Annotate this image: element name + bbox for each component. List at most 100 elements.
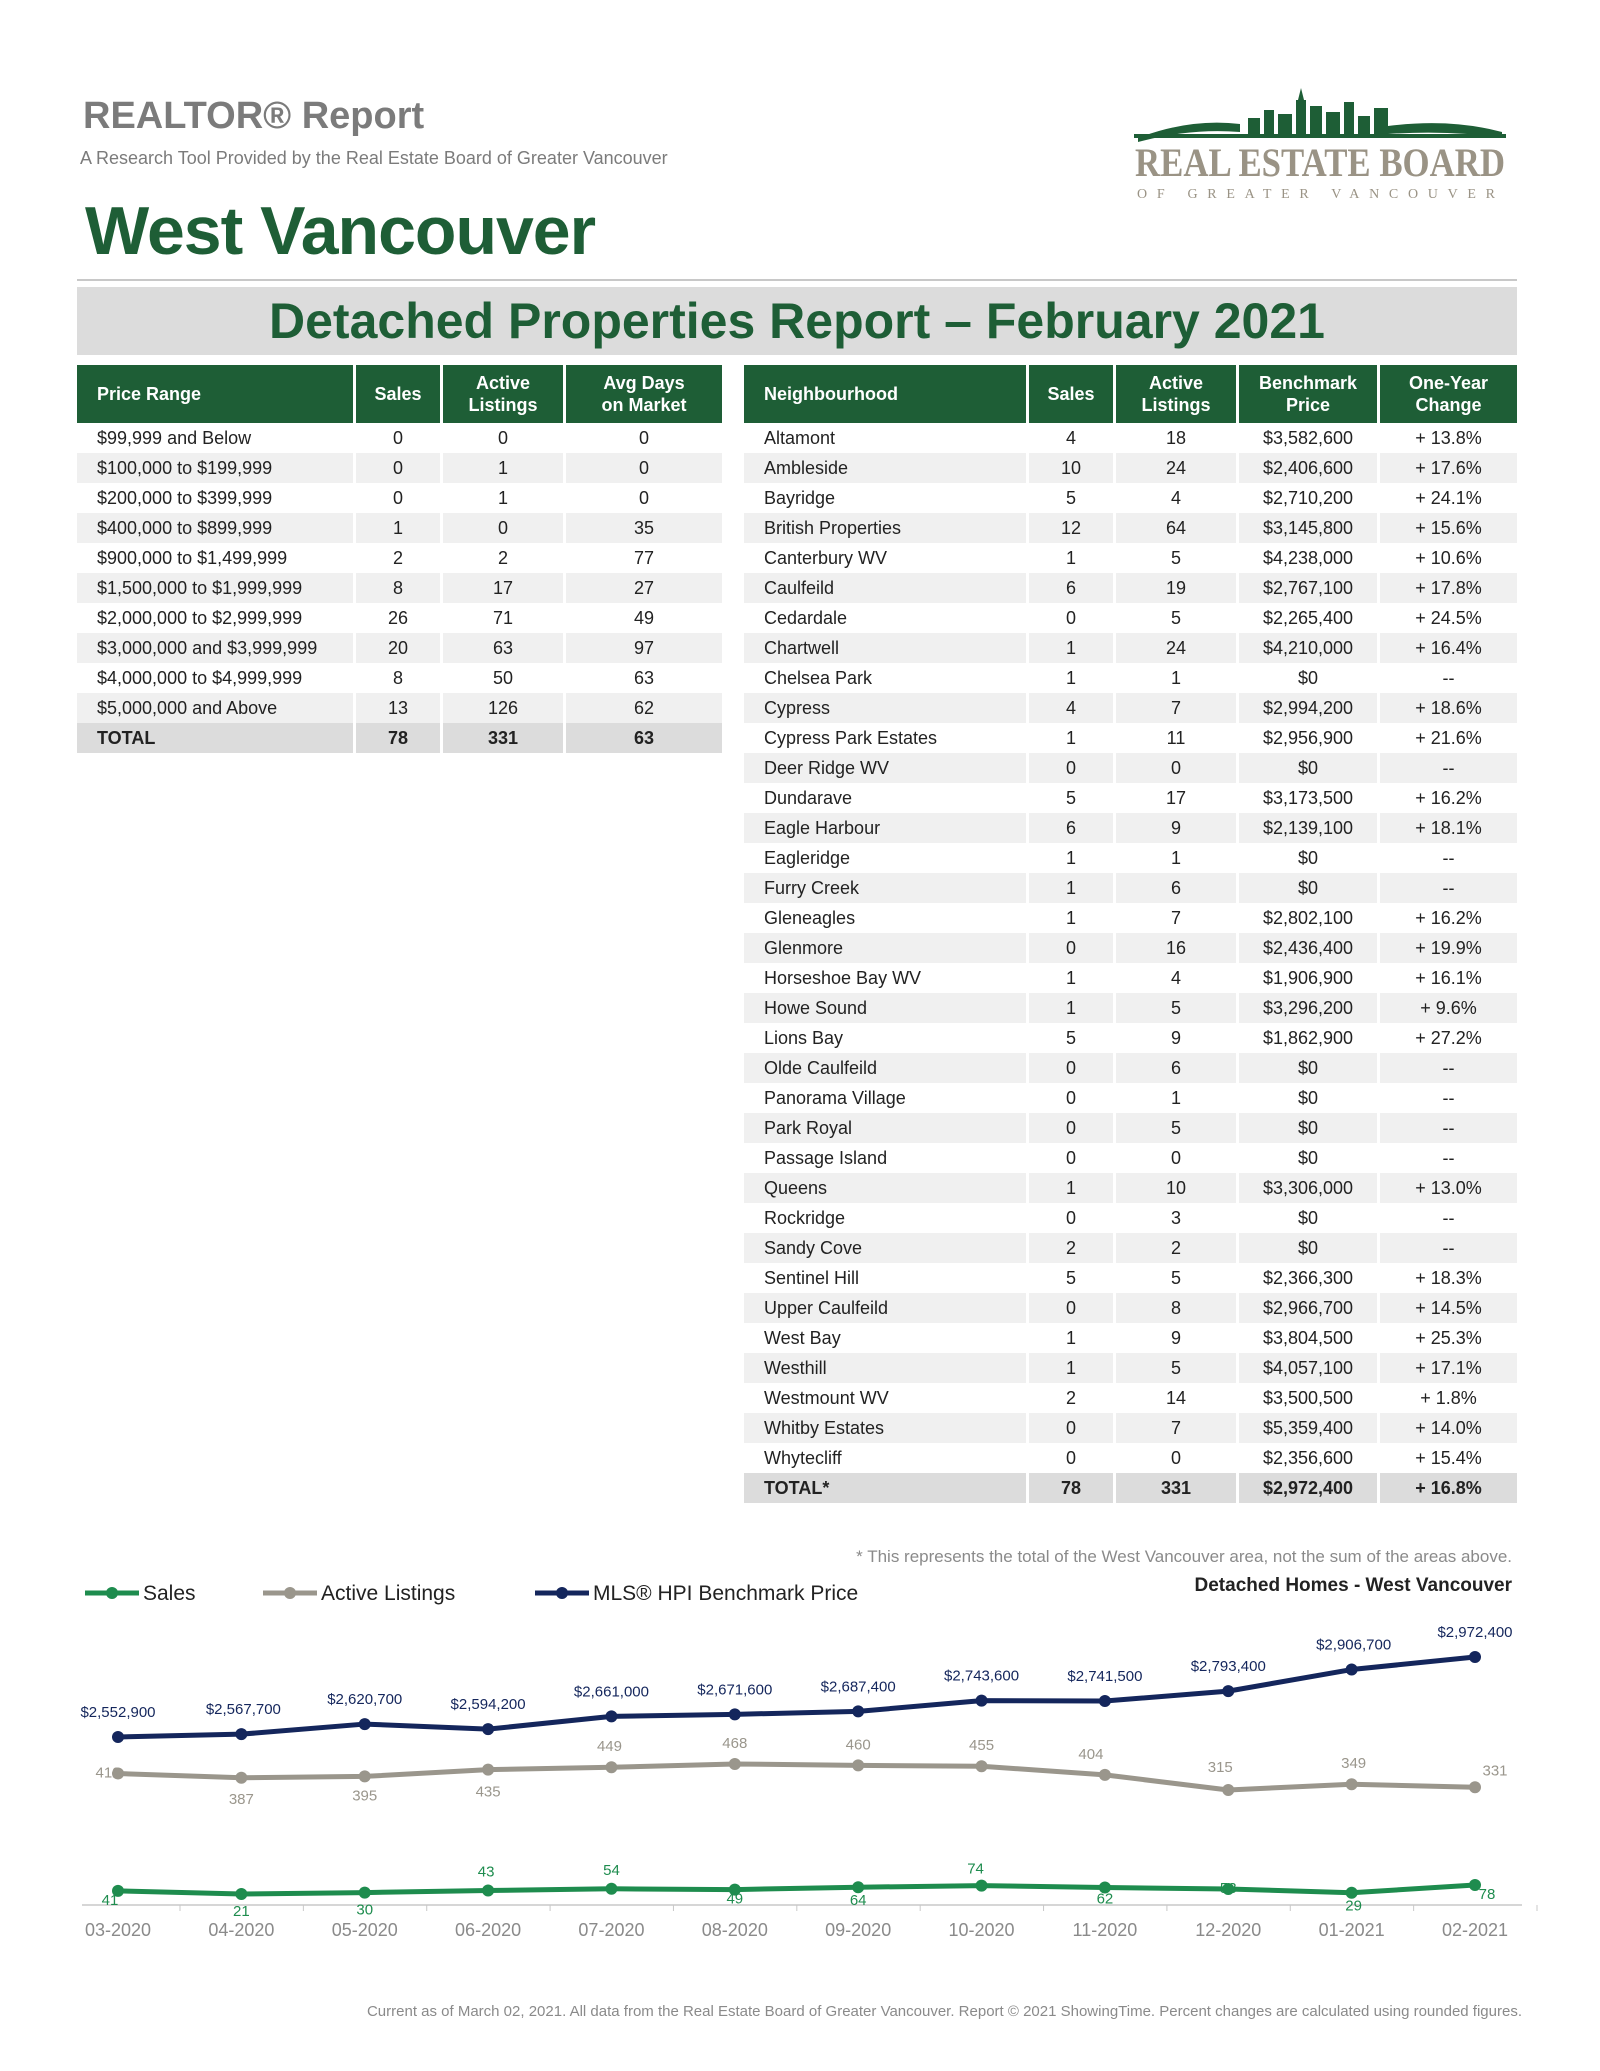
table-cell: 9	[1116, 1023, 1239, 1053]
table-cell: $2,956,900	[1239, 723, 1380, 753]
total-cell: 63	[566, 723, 722, 753]
table-cell: $400,000 to $899,999	[77, 513, 356, 543]
table-cell: Dundarave	[744, 783, 1029, 813]
table-cell: 6	[1029, 573, 1116, 603]
table-cell: + 27.2%	[1415, 1028, 1482, 1048]
data-label: 349	[1341, 1755, 1366, 1772]
table-cell: $3,582,600	[1239, 423, 1380, 453]
table-cell: Sandy Cove	[744, 1233, 1029, 1263]
legend-swatch-dot	[284, 1587, 296, 1599]
data-point	[852, 1881, 865, 1894]
data-point	[1098, 1881, 1111, 1894]
data-point	[358, 1770, 371, 1783]
data-point	[1222, 1685, 1235, 1698]
table-cell: 5	[1116, 993, 1239, 1023]
table-total-row: TOTAL 78 331 63	[77, 723, 722, 753]
data-point	[1469, 1879, 1481, 1891]
table-cell: 27	[566, 573, 722, 603]
table-row: Queens 1 10 $3,306,000 + 13.0%	[744, 1173, 1517, 1203]
table-cell: 16	[1116, 933, 1239, 963]
total-cell: 331	[443, 723, 566, 753]
data-label: 412	[95, 1765, 120, 1782]
total-cell: 331	[1116, 1473, 1239, 1503]
table-cell: 3	[1116, 1203, 1239, 1233]
table-cell: + 25.3%	[1415, 1328, 1482, 1348]
table-cell: 1	[1029, 1323, 1116, 1353]
data-point	[975, 1879, 988, 1892]
table-cell: --	[1380, 1233, 1517, 1263]
report-banner: Detached Properties Report – February 20…	[77, 287, 1517, 355]
table-cell: 5	[1116, 1353, 1239, 1383]
table-cell: $2,966,700	[1239, 1293, 1380, 1323]
table-cell: 0	[1116, 1143, 1239, 1173]
table-cell: 0	[1116, 1443, 1239, 1473]
table-cell: 0	[1029, 933, 1116, 963]
table-cell: 2	[1029, 1233, 1116, 1263]
table-cell: $0	[1239, 1083, 1380, 1113]
table-cell: Gleneagles	[744, 903, 1029, 933]
table-row: $3,000,000 and $3,999,999 20 63 97	[77, 633, 722, 663]
table-cell: + 19.9%	[1380, 933, 1517, 963]
table-row: Altamont 4 18 $3,582,600 + 13.8%	[744, 423, 1517, 453]
table-cell: 1	[1029, 843, 1116, 873]
table-row: Lions Bay 5 9 $1,862,900 + 27.2%	[744, 1023, 1517, 1053]
col-neighbourhood: Neighbourhood	[744, 365, 1029, 423]
table-cell: 63	[633, 668, 655, 688]
total-cell: + 16.8%	[1380, 1473, 1517, 1503]
table-row: $200,000 to $399,999 0 1 0	[77, 483, 722, 513]
table-row: Furry Creek 1 6 $0 --	[744, 873, 1517, 903]
table-cell: Caulfeild	[744, 573, 1029, 603]
data-point	[605, 1761, 618, 1774]
table-cell: $1,906,900	[1239, 963, 1380, 993]
table-cell: + 16.1%	[1415, 968, 1482, 988]
table-cell: Glenmore	[744, 933, 1029, 963]
table-row: Canterbury WV 1 5 $4,238,000 + 10.6%	[744, 543, 1517, 573]
series-line-0	[117, 1882, 1476, 1897]
table-cell: 5	[1029, 1263, 1116, 1293]
table-row: $2,000,000 to $2,999,999 26 71 49	[77, 603, 722, 633]
data-label: $2,793,400	[1191, 1658, 1266, 1675]
table-cell: $1,862,900	[1239, 1023, 1380, 1053]
logo-line-2: OF GREATER VANCOUVER	[1137, 187, 1503, 202]
table-cell: 1	[1029, 903, 1116, 933]
data-point	[975, 1760, 988, 1773]
table-cell: 1	[1029, 1173, 1116, 1203]
table-cell: 0	[443, 513, 566, 543]
data-label: $2,567,700	[206, 1701, 281, 1718]
table-row: Whytecliff 0 0 $2,356,600 + 15.4%	[744, 1443, 1517, 1473]
header-divider	[77, 279, 1517, 281]
table-cell: + 14.0%	[1380, 1413, 1517, 1443]
table-cell: Westmount WV	[744, 1383, 1029, 1413]
area-title: West Vancouver	[85, 193, 596, 269]
table-cell: 0	[1029, 1143, 1116, 1173]
table-cell: --	[1442, 1148, 1455, 1168]
table-header-row: Price Range Sales Active Listings Avg Day…	[77, 365, 722, 423]
table-row: $5,000,000 and Above 13 126 62	[77, 693, 722, 723]
data-label: 468	[722, 1735, 747, 1752]
table-cell: 9	[1116, 813, 1239, 843]
x-tick-label: 11-2020	[1073, 1920, 1138, 1940]
data-label: 21	[233, 1903, 250, 1920]
table-cell: 0	[1029, 1293, 1116, 1323]
table-cell: 35	[566, 513, 722, 543]
table-cell: $2,356,600	[1239, 1443, 1380, 1473]
table-cell: $0	[1239, 843, 1380, 873]
skyline-icon	[1134, 88, 1506, 142]
data-label: $2,741,500	[1067, 1668, 1142, 1685]
table-cell: 2	[1116, 1233, 1239, 1263]
table-cell: + 18.1%	[1380, 813, 1517, 843]
x-tick-label: 01-2021	[1319, 1920, 1385, 1940]
legend-label: Active Listings	[321, 1582, 455, 1605]
col-avg-days: Avg Days on Market	[566, 365, 722, 423]
table-row: Olde Caulfeild 0 6 $0 --	[744, 1053, 1517, 1083]
table-cell: Rockridge	[744, 1203, 1029, 1233]
table-cell: $0	[1239, 1203, 1380, 1233]
data-point	[1098, 1768, 1111, 1781]
table-cell: Cedardale	[744, 603, 1029, 633]
table-cell: + 24.1%	[1415, 488, 1482, 508]
price-range-table: Price Range Sales Active Listings Avg Day…	[77, 365, 722, 753]
data-point	[482, 1884, 495, 1897]
table-cell: Bayridge	[744, 483, 1029, 513]
data-point	[852, 1759, 865, 1772]
table-cell: 0	[443, 423, 566, 453]
